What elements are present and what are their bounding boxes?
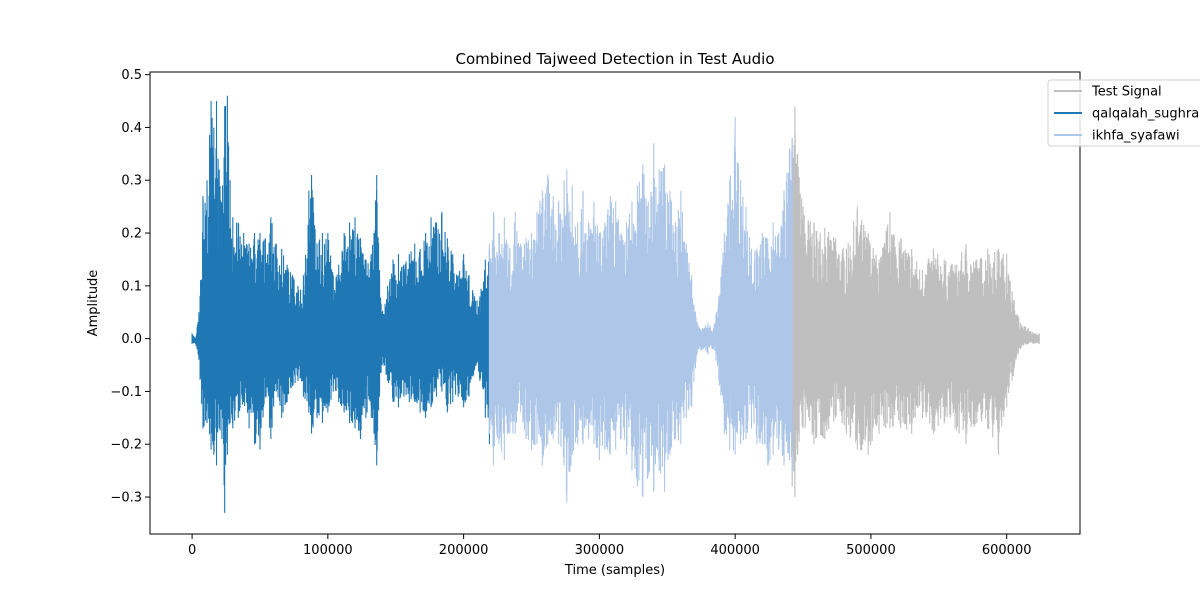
x-tick-label: 500000 [846,543,896,558]
y-tick-label: −0.2 [110,438,142,453]
series-line [488,116,793,503]
series-qalqalah-sughra [191,95,490,513]
axes-frame [149,71,1081,535]
legend-label: ikhfa_syafawi [1092,129,1180,144]
y-tick-label: 0.4 [121,121,142,136]
series-ikhfa-syafawi [488,116,793,503]
y-axis: −0.3 −0.2 −0.1 0.0 0.1 0.2 0.3 0.4 0.5 [110,68,150,506]
chart-title: Combined Tajweed Detection in Test Audio [455,50,774,68]
legend-item: ikhfa_syafawi [1054,129,1180,144]
legend: Test Signal qalqalah_sughra ikhfa_syafawi [1047,79,1200,147]
x-tick-label: 0 [188,543,196,558]
x-tick-label: 200000 [439,543,489,558]
y-tick-label: −0.3 [110,491,142,506]
y-tick-label: −0.1 [110,385,142,400]
y-tick-label: 0.3 [121,174,142,189]
x-tick-label: 300000 [575,543,625,558]
series-line [191,95,490,513]
y-tick-label: 0.5 [121,68,142,83]
legend-label: Test Signal [1091,85,1162,100]
legend-item: qalqalah_sughra [1054,107,1199,122]
y-axis-label: Amplitude [86,270,101,337]
legend-label: qalqalah_sughra [1092,107,1199,122]
x-tick-label: 600000 [982,543,1032,558]
y-tick-label: 0.2 [121,227,142,242]
x-tick-label: 100000 [303,543,353,558]
legend-item: Test Signal [1054,85,1162,100]
x-axis-label: Time (samples) [564,563,665,578]
legend-box [1047,79,1200,147]
y-tick-label: 0.0 [121,332,142,347]
x-axis: 0 100000 200000 300000 400000 500000 600000 [188,534,1032,558]
y-tick-label: 0.1 [121,279,142,294]
x-tick-label: 400000 [710,543,760,558]
